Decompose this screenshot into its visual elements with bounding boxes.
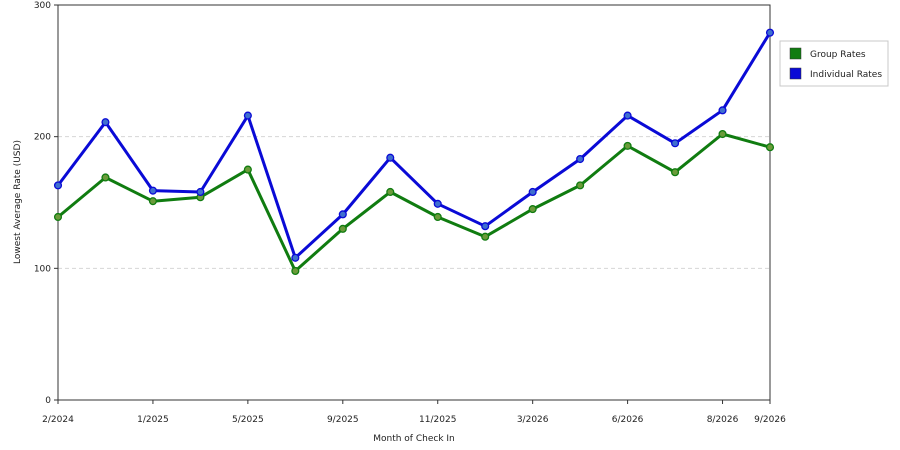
y-tick-label: 300 (34, 1, 51, 11)
series-layer (53, 28, 775, 276)
series-group-rates (53, 129, 775, 276)
x-tick-label: 3/2026 (517, 415, 549, 425)
grid-layer (58, 136, 770, 269)
x-tick-label: 1/2025 (137, 415, 169, 425)
x-tick-label: 2/2024 (42, 415, 74, 425)
x-tick-label: 6/2026 (612, 415, 644, 425)
y-axis-label: Lowest Average Rate (USD) (13, 140, 23, 264)
data-point-group-rates[interactable] (671, 168, 680, 177)
data-point-individual-rates[interactable] (765, 28, 775, 37)
y-tick-label: 0 (45, 396, 51, 406)
y-tick-label: 200 (34, 133, 51, 143)
x-tick-label: 11/2025 (419, 415, 456, 425)
series-individual-rates (53, 28, 775, 262)
series-line-individual-rates (56, 31, 772, 260)
data-point-group-rates[interactable] (53, 212, 63, 222)
y-tick-label: 100 (34, 264, 51, 274)
axes-layer (57, 4, 771, 401)
data-point-individual-rates[interactable] (196, 187, 205, 197)
data-point-group-rates[interactable] (765, 143, 775, 152)
x-tick-label: 9/2025 (327, 415, 359, 425)
legend-swatch-group-rates (789, 47, 802, 60)
data-point-individual-rates[interactable] (243, 111, 252, 120)
data-point-group-rates[interactable] (148, 197, 157, 206)
data-point-group-rates[interactable] (291, 266, 300, 276)
data-point-group-rates[interactable] (481, 232, 490, 241)
data-point-group-rates[interactable] (433, 212, 442, 222)
legend-swatch-individual-rates (789, 67, 802, 80)
data-point-group-rates[interactable] (338, 224, 347, 233)
data-point-group-rates[interactable] (576, 181, 585, 190)
plot-area (57, 4, 771, 401)
tick-layer: 0 100 200 300 2/2024 1/2025 5/2025 9/2025 11/202… (34, 1, 786, 425)
data-point-group-rates[interactable] (243, 165, 252, 174)
legend: Group Rates Individual Rates (779, 40, 889, 87)
data-point-individual-rates[interactable] (671, 139, 680, 148)
x-tick-label: 9/2026 (754, 415, 786, 425)
data-point-individual-rates[interactable] (53, 181, 63, 190)
x-axis-label: Month of Check In (373, 434, 455, 444)
data-point-individual-rates[interactable] (481, 222, 490, 231)
data-point-individual-rates[interactable] (433, 199, 442, 208)
label-layer: Month of Check In Lowest Average Rate (U… (13, 140, 455, 444)
data-point-individual-rates[interactable] (718, 106, 727, 115)
legend-label-individual-rates: Individual Rates (810, 70, 882, 80)
data-point-individual-rates[interactable] (291, 253, 300, 262)
data-point-group-rates[interactable] (528, 205, 537, 214)
data-point-individual-rates[interactable] (101, 118, 110, 127)
data-point-individual-rates[interactable] (623, 111, 632, 120)
data-point-group-rates[interactable] (386, 187, 395, 197)
legend-label-group-rates: Group Rates (810, 50, 866, 60)
x-tick-label: 8/2026 (707, 415, 739, 425)
x-tick-label: 5/2025 (232, 415, 264, 425)
data-point-individual-rates[interactable] (386, 153, 395, 162)
data-point-group-rates[interactable] (623, 141, 632, 150)
data-point-individual-rates[interactable] (148, 186, 157, 195)
data-point-group-rates[interactable] (718, 129, 727, 139)
data-point-individual-rates[interactable] (528, 187, 537, 197)
data-point-individual-rates[interactable] (576, 155, 585, 164)
data-point-group-rates[interactable] (101, 173, 110, 182)
data-point-individual-rates[interactable] (338, 210, 347, 219)
series-line-group-rates (56, 132, 772, 273)
